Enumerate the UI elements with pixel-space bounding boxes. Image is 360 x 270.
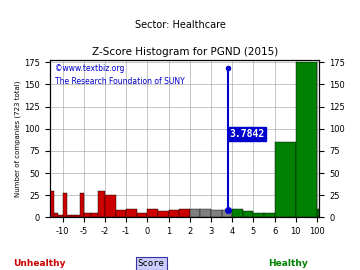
- Bar: [54, 213, 58, 217]
- Bar: [58, 215, 63, 217]
- Text: 3.7842: 3.7842: [229, 129, 265, 139]
- Bar: [84, 213, 91, 217]
- Text: Unhealthy: Unhealthy: [13, 259, 66, 268]
- Bar: [98, 191, 105, 217]
- Bar: [275, 142, 296, 217]
- Text: ©www.textbiz.org: ©www.textbiz.org: [55, 64, 125, 73]
- Bar: [253, 213, 264, 217]
- Bar: [50, 191, 54, 217]
- Text: Healthy: Healthy: [268, 259, 308, 268]
- Bar: [63, 193, 67, 217]
- Bar: [243, 211, 253, 217]
- Bar: [75, 215, 80, 217]
- Bar: [296, 62, 317, 217]
- Bar: [105, 195, 116, 217]
- Bar: [190, 208, 201, 217]
- Bar: [201, 208, 211, 217]
- Bar: [67, 215, 71, 217]
- Text: Score: Score: [138, 259, 165, 268]
- Bar: [71, 215, 75, 217]
- Title: Z-Score Histogram for PGND (2015): Z-Score Histogram for PGND (2015): [91, 48, 278, 58]
- Bar: [264, 213, 275, 217]
- Bar: [147, 208, 158, 217]
- Bar: [317, 208, 319, 217]
- Bar: [168, 210, 179, 217]
- Bar: [211, 210, 222, 217]
- Bar: [116, 210, 126, 217]
- Bar: [91, 213, 98, 217]
- Bar: [222, 210, 232, 217]
- Bar: [179, 208, 190, 217]
- Bar: [80, 193, 84, 217]
- Bar: [158, 211, 168, 217]
- Text: The Research Foundation of SUNY: The Research Foundation of SUNY: [55, 77, 185, 86]
- Bar: [126, 208, 137, 217]
- Text: Sector: Healthcare: Sector: Healthcare: [135, 20, 225, 30]
- Y-axis label: Number of companies (723 total): Number of companies (723 total): [15, 80, 22, 197]
- Bar: [232, 208, 243, 217]
- Bar: [137, 213, 147, 217]
